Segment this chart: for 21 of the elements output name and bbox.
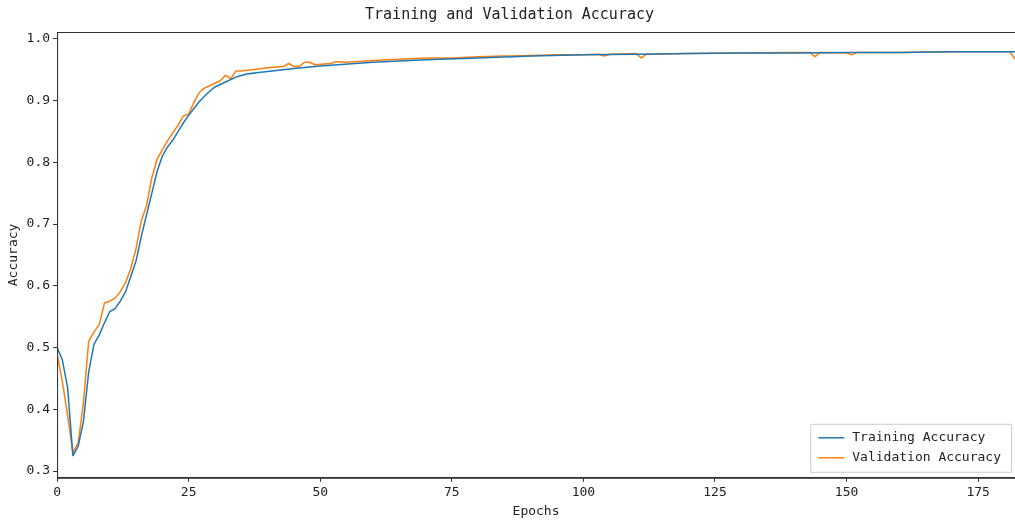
x-tick-label: 175 [966, 483, 990, 499]
x-axis-title: Epochs [512, 502, 560, 518]
x-tick-label: 25 [180, 483, 197, 499]
y-tick-label: 0.4 [26, 400, 51, 416]
legend-label: Validation Accuracy [852, 449, 1002, 465]
y-tick-label: 0.6 [26, 277, 51, 293]
x-tick-label: 75 [444, 483, 460, 499]
x-tick-label: 50 [312, 483, 329, 499]
legend-label: Training Accuracy [852, 429, 986, 445]
chart-title: Training and Validation Accuracy [365, 4, 654, 23]
x-tick-label: 125 [703, 483, 727, 499]
x-tick-label: 0 [53, 483, 61, 499]
y-tick-label: 0.5 [26, 338, 51, 354]
y-axis-title: Accuracy [5, 223, 21, 287]
y-tick-label: 0.3 [26, 462, 51, 478]
y-tick-label: 1.0 [26, 30, 51, 46]
x-tick-label: 100 [571, 483, 596, 499]
y-tick-label: 0.8 [26, 153, 51, 169]
x-tick-label: 150 [834, 483, 859, 499]
y-tick-label: 0.7 [26, 215, 51, 231]
y-tick-label: 0.9 [26, 91, 51, 107]
